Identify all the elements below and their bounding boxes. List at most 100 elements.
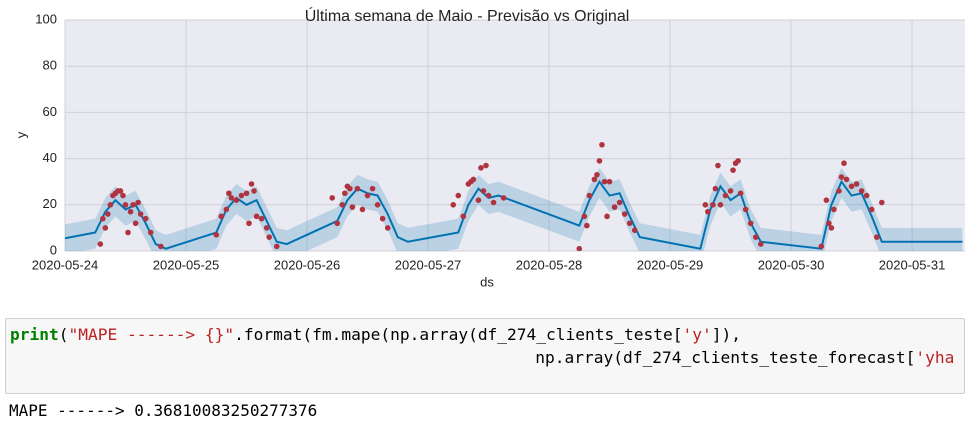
data-point xyxy=(347,185,353,192)
data-point xyxy=(727,188,734,194)
code-cell[interactable]: print("MAPE ------> {}".format(fm.mape(n… xyxy=(5,318,965,394)
data-point xyxy=(243,190,250,197)
data-point xyxy=(594,171,600,178)
data-point xyxy=(213,232,220,238)
data-point xyxy=(596,158,603,164)
code-token: ( xyxy=(58,325,69,344)
x-tick-label: 2020-05-31 xyxy=(879,257,946,272)
y-axis-label: y xyxy=(13,131,28,138)
chart: Última semana de Maio - Previsão vs Orig… xyxy=(13,6,965,289)
data-point xyxy=(117,188,124,194)
y-tick-label: 100 xyxy=(35,11,57,26)
data-point xyxy=(715,162,721,169)
data-point xyxy=(868,206,875,213)
cell-output: MAPE ------> 0.36810083250277376 xyxy=(9,401,318,420)
data-point xyxy=(238,192,245,199)
data-point xyxy=(125,229,131,236)
chart-title: Última semana de Maio - Previsão vs Orig… xyxy=(305,6,630,25)
data-point xyxy=(576,245,583,251)
data-point xyxy=(735,158,741,164)
y-tick-label: 60 xyxy=(43,104,57,119)
data-point xyxy=(853,181,860,187)
y-tick-label: 20 xyxy=(43,196,57,211)
data-point xyxy=(710,202,716,208)
data-point xyxy=(97,241,104,247)
data-point xyxy=(500,195,507,201)
data-point xyxy=(127,208,134,215)
forecast-line xyxy=(65,179,963,250)
data-point xyxy=(586,192,593,199)
data-point xyxy=(737,190,744,197)
data-point xyxy=(107,202,114,208)
data-point xyxy=(826,220,832,227)
data-point xyxy=(100,215,106,222)
data-point xyxy=(273,243,280,250)
data-point xyxy=(137,211,144,217)
data-point xyxy=(863,192,870,199)
code-token: np.array(df_274_clients_teste_forecast[ xyxy=(535,348,916,367)
data-point xyxy=(848,183,855,190)
data-point xyxy=(831,206,837,213)
data-point xyxy=(258,215,265,222)
data-point xyxy=(223,206,230,213)
data-point xyxy=(132,220,139,227)
data-point xyxy=(742,206,749,213)
data-point xyxy=(342,190,348,197)
data-point xyxy=(626,220,633,227)
code-line: np.array(df_274_clients_teste_forecast['… xyxy=(10,348,954,367)
data-point xyxy=(228,195,235,201)
data-point xyxy=(717,202,724,208)
data-point xyxy=(455,192,462,199)
data-point xyxy=(226,190,232,197)
y-tick-label: 80 xyxy=(43,58,57,73)
data-point xyxy=(359,206,366,213)
data-point xyxy=(122,202,129,208)
data-point xyxy=(601,178,608,185)
data-point xyxy=(604,213,610,220)
data-point xyxy=(712,185,719,192)
x-tick-label: 2020-05-25 xyxy=(153,257,220,272)
data-point xyxy=(374,202,381,208)
data-point xyxy=(752,234,759,240)
data-point xyxy=(248,181,255,187)
data-point xyxy=(263,225,270,231)
data-point xyxy=(828,225,835,231)
data-point xyxy=(105,211,111,217)
data-point xyxy=(747,220,754,227)
data-point xyxy=(823,197,830,203)
data-point xyxy=(879,199,885,206)
code-token: .format(fm.mape(np.array(df_274_clients_… xyxy=(234,325,683,344)
data-point xyxy=(843,176,850,183)
data-point xyxy=(581,213,588,220)
data-point xyxy=(841,160,847,167)
data-point xyxy=(483,162,489,169)
data-point xyxy=(722,192,729,199)
data-point xyxy=(490,199,497,206)
y-tick-label: 40 xyxy=(43,150,57,165)
y-tick-label: 0 xyxy=(50,242,57,257)
data-point xyxy=(470,176,477,183)
code-token: 'y' xyxy=(682,325,712,344)
x-tick-label: 2020-05-26 xyxy=(274,257,341,272)
plot-background xyxy=(65,20,965,251)
data-point xyxy=(478,165,484,171)
data-point xyxy=(730,167,736,173)
data-point xyxy=(218,213,225,220)
x-tick-label: 2020-05-30 xyxy=(758,257,825,272)
data-point xyxy=(606,178,613,185)
data-point xyxy=(480,188,487,194)
data-point xyxy=(858,188,865,194)
data-point xyxy=(339,202,346,208)
data-point xyxy=(584,222,590,229)
code-line: print("MAPE ------> {}".format(fm.mape(n… xyxy=(10,325,741,344)
data-point xyxy=(379,215,386,222)
data-point xyxy=(611,204,618,210)
code-token: print xyxy=(10,325,59,344)
data-point xyxy=(702,202,709,208)
x-tick-label: 2020-05-27 xyxy=(395,257,462,272)
data-point xyxy=(818,243,825,250)
data-point xyxy=(329,195,336,201)
data-point xyxy=(450,202,457,208)
data-point xyxy=(460,213,467,220)
